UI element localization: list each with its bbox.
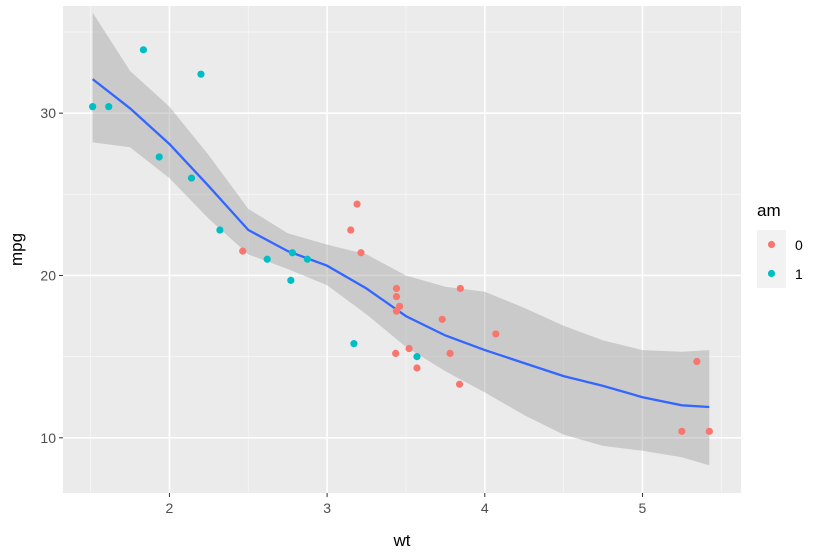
x-tick-label: 5 — [639, 500, 647, 516]
legend-label: 0 — [795, 237, 803, 253]
legend-key-point — [767, 240, 776, 249]
data-point-am-0 — [392, 284, 401, 293]
data-point-am-0 — [353, 200, 361, 208]
x-tick-label: 4 — [481, 500, 489, 516]
data-point-am-1 — [139, 46, 148, 54]
data-point-am-1 — [350, 340, 358, 348]
data-point-am-0 — [438, 315, 446, 323]
data-point-am-1 — [155, 153, 163, 161]
data-point-am-1 — [216, 226, 224, 234]
major-gridlines — [63, 6, 741, 493]
data-point-am-0 — [705, 427, 713, 435]
minor-gridlines — [63, 6, 741, 493]
data-point-am-1 — [187, 174, 196, 182]
y-axis-title: mpg — [7, 233, 26, 266]
data-point-am-0 — [413, 364, 421, 372]
data-point-am-1 — [287, 276, 295, 284]
x-tick-label: 3 — [323, 500, 331, 516]
data-point-am-1 — [105, 103, 113, 111]
legend-key-point — [767, 269, 776, 278]
data-point-am-0 — [405, 344, 413, 353]
data-point-am-0 — [456, 284, 464, 293]
data-point-am-0 — [239, 247, 247, 255]
legend-label: 1 — [795, 266, 803, 282]
data-point-am-1 — [89, 103, 97, 111]
legend-title: am — [757, 201, 781, 220]
x-axis-title: wt — [393, 531, 411, 550]
data-point-am-1 — [197, 70, 205, 78]
legend: am 01 — [757, 201, 803, 288]
data-point-am-1 — [263, 255, 271, 263]
smooth-trend-line — [91, 78, 710, 409]
data-point-am-1 — [413, 353, 421, 361]
axis-ticks — [59, 112, 643, 497]
smooth-confidence-ribbon — [92, 12, 710, 466]
y-tick-label: 30 — [40, 105, 56, 121]
legend-entries: 01 — [757, 230, 803, 288]
plot-panel — [63, 6, 741, 493]
y-tick-label: 10 — [40, 430, 56, 446]
y-tick-label: 20 — [40, 267, 56, 283]
data-point-am-0 — [693, 357, 701, 366]
data-point-am-1 — [303, 255, 311, 263]
data-point-am-0 — [392, 349, 400, 357]
data-point-am-0 — [455, 380, 464, 388]
x-tick-label: 2 — [166, 500, 174, 516]
data-point-am-0 — [446, 349, 454, 357]
data-point-am-0 — [357, 249, 365, 257]
data-point-am-0 — [492, 330, 500, 338]
data-points — [89, 46, 713, 435]
data-point-am-1 — [288, 249, 297, 257]
data-point-am-0 — [392, 307, 401, 315]
data-point-am-0 — [347, 226, 355, 234]
data-point-am-0 — [392, 292, 401, 301]
axis-tick-labels: 2 3 4 5 10 20 30 — [40, 105, 646, 516]
data-point-am-0 — [678, 427, 686, 435]
